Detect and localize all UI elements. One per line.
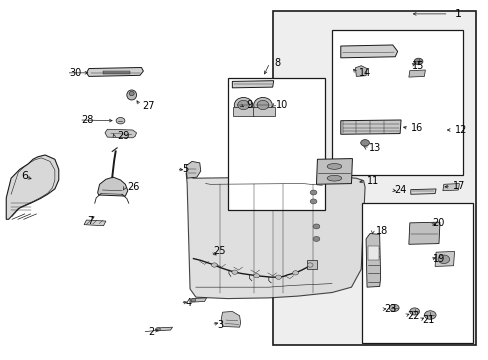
Text: 26: 26 — [127, 182, 140, 192]
Bar — [103, 71, 130, 74]
Circle shape — [312, 237, 319, 242]
Text: 2: 2 — [148, 327, 154, 337]
Polygon shape — [191, 298, 206, 302]
Text: 10: 10 — [276, 100, 288, 110]
Text: 28: 28 — [81, 115, 94, 125]
Ellipse shape — [234, 98, 252, 112]
Circle shape — [424, 311, 435, 319]
Text: 7: 7 — [86, 216, 93, 226]
Bar — [331, 30, 462, 175]
Ellipse shape — [126, 90, 136, 100]
Circle shape — [409, 308, 419, 315]
Polygon shape — [410, 189, 435, 194]
Polygon shape — [408, 222, 439, 244]
Text: 19: 19 — [432, 254, 444, 264]
Text: 25: 25 — [213, 247, 225, 256]
Text: 11: 11 — [366, 176, 379, 186]
Polygon shape — [340, 45, 397, 58]
Polygon shape — [442, 184, 458, 191]
Text: 14: 14 — [358, 68, 370, 78]
Bar — [362, 203, 472, 342]
Text: 12: 12 — [454, 125, 467, 135]
Polygon shape — [408, 70, 425, 77]
Polygon shape — [232, 81, 273, 88]
Text: 22: 22 — [407, 311, 419, 321]
Circle shape — [253, 274, 259, 278]
Circle shape — [309, 199, 316, 204]
Polygon shape — [84, 220, 106, 226]
Polygon shape — [98, 177, 127, 196]
Bar — [306, 260, 317, 269]
Text: 1: 1 — [454, 9, 461, 19]
Text: 18: 18 — [375, 226, 387, 236]
Polygon shape — [434, 251, 454, 266]
Ellipse shape — [129, 91, 134, 96]
Polygon shape — [186, 173, 365, 298]
Text: 24: 24 — [393, 185, 406, 195]
Circle shape — [437, 255, 449, 264]
Bar — [272, 11, 475, 345]
Polygon shape — [316, 158, 352, 184]
Polygon shape — [86, 67, 143, 76]
Text: 3: 3 — [217, 320, 223, 330]
Text: 27: 27 — [142, 101, 154, 111]
Polygon shape — [355, 66, 366, 76]
Circle shape — [116, 117, 124, 124]
Text: 21: 21 — [421, 315, 434, 325]
Polygon shape — [6, 155, 59, 219]
Ellipse shape — [257, 100, 268, 110]
Polygon shape — [221, 311, 240, 327]
Circle shape — [211, 263, 217, 267]
Circle shape — [155, 328, 160, 331]
Text: 16: 16 — [410, 123, 423, 133]
Circle shape — [388, 304, 398, 311]
Text: 4: 4 — [185, 298, 191, 308]
Polygon shape — [340, 120, 400, 134]
Circle shape — [312, 224, 319, 229]
Text: 30: 30 — [69, 68, 81, 78]
Bar — [367, 246, 378, 260]
Circle shape — [292, 271, 298, 275]
Polygon shape — [366, 234, 380, 287]
Polygon shape — [186, 161, 201, 178]
Text: 5: 5 — [182, 164, 188, 174]
Text: 29: 29 — [117, 131, 129, 141]
Ellipse shape — [237, 100, 249, 110]
Bar — [232, 107, 254, 116]
Text: 23: 23 — [384, 304, 396, 314]
Text: 8: 8 — [274, 58, 280, 68]
Text: 20: 20 — [431, 218, 443, 228]
Text: 13: 13 — [368, 143, 380, 153]
Circle shape — [191, 298, 196, 302]
Text: 6: 6 — [21, 171, 28, 181]
Polygon shape — [156, 327, 172, 331]
Circle shape — [360, 140, 369, 146]
Ellipse shape — [326, 163, 341, 169]
Bar — [253, 107, 274, 116]
Circle shape — [306, 263, 312, 267]
Bar — [227, 78, 325, 210]
Circle shape — [309, 190, 316, 195]
Text: 9: 9 — [246, 100, 252, 110]
Circle shape — [275, 275, 281, 279]
Ellipse shape — [326, 175, 341, 181]
Polygon shape — [105, 129, 136, 138]
Text: 17: 17 — [452, 181, 465, 192]
Circle shape — [231, 270, 237, 274]
Circle shape — [413, 58, 422, 64]
Ellipse shape — [253, 98, 272, 112]
Text: 15: 15 — [411, 61, 424, 71]
